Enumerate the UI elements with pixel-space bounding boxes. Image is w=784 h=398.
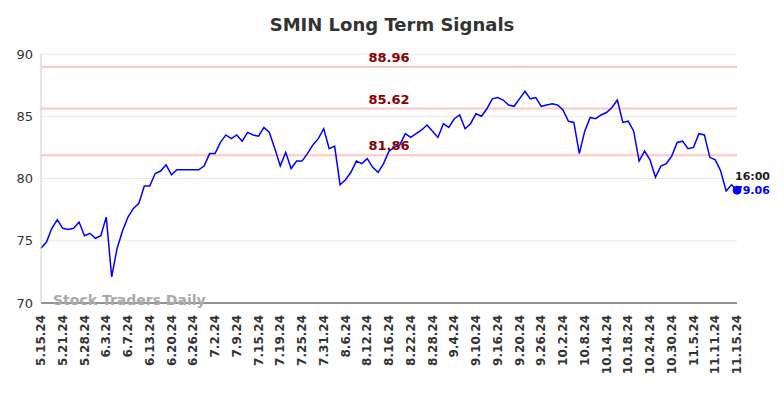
- svg-text:88.96: 88.96: [368, 50, 409, 65]
- svg-text:8.28.24: 8.28.24: [426, 315, 440, 366]
- svg-text:6.13.24: 6.13.24: [143, 315, 157, 366]
- svg-text:10.14.24: 10.14.24: [600, 315, 614, 374]
- svg-text:5.21.24: 5.21.24: [56, 315, 70, 366]
- svg-text:10.18.24: 10.18.24: [621, 315, 635, 374]
- svg-text:8.6.24: 8.6.24: [339, 315, 353, 358]
- svg-text:11.15.24: 11.15.24: [730, 315, 744, 374]
- svg-text:10.24.24: 10.24.24: [643, 315, 657, 374]
- svg-text:7.19.24: 7.19.24: [273, 315, 287, 366]
- svg-text:11.11.24: 11.11.24: [708, 315, 722, 374]
- svg-text:10.2.24: 10.2.24: [556, 315, 570, 366]
- svg-text:90: 90: [16, 47, 33, 62]
- svg-text:85: 85: [16, 109, 33, 124]
- svg-text:6.3.24: 6.3.24: [99, 315, 113, 358]
- svg-text:6.20.24: 6.20.24: [165, 315, 179, 366]
- svg-text:5.15.24: 5.15.24: [34, 315, 48, 366]
- svg-text:6.7.24: 6.7.24: [121, 315, 135, 358]
- svg-text:7.31.24: 7.31.24: [317, 315, 331, 366]
- svg-text:8.22.24: 8.22.24: [404, 315, 418, 366]
- svg-text:11.5.24: 11.5.24: [687, 315, 701, 366]
- svg-text:10.30.24: 10.30.24: [665, 315, 679, 374]
- svg-text:7.9.24: 7.9.24: [230, 315, 244, 358]
- svg-text:16:00: 16:00: [735, 170, 770, 183]
- svg-text:9.20.24: 9.20.24: [513, 315, 527, 366]
- svg-text:79.06: 79.06: [735, 184, 770, 197]
- svg-text:8.12.24: 8.12.24: [360, 315, 374, 366]
- svg-text:9.16.24: 9.16.24: [491, 315, 505, 366]
- svg-text:81.86: 81.86: [368, 138, 409, 153]
- html-text:SMIN Long Term Signals: SMIN Long Term Signals: [269, 14, 515, 35]
- svg-text:85.62: 85.62: [368, 92, 409, 107]
- svg-text:9.26.24: 9.26.24: [534, 315, 548, 366]
- html-text:Stock Traders Daily: Stock Traders Daily: [53, 292, 206, 308]
- svg-text:8.16.24: 8.16.24: [382, 315, 396, 366]
- svg-text:6.26.24: 6.26.24: [186, 315, 200, 366]
- svg-text:7.15.24: 7.15.24: [252, 315, 266, 366]
- svg-text:7.25.24: 7.25.24: [295, 315, 309, 366]
- svg-text:80: 80: [16, 171, 33, 186]
- svg-text:7.2.24: 7.2.24: [208, 315, 222, 358]
- svg-text:75: 75: [16, 233, 33, 248]
- svg-text:9.10.24: 9.10.24: [469, 315, 483, 366]
- svg-text:10.8.24: 10.8.24: [578, 315, 592, 366]
- svg-text:70: 70: [16, 296, 33, 311]
- svg-text:9.4.24: 9.4.24: [447, 315, 461, 358]
- svg-text:5.28.24: 5.28.24: [78, 315, 92, 366]
